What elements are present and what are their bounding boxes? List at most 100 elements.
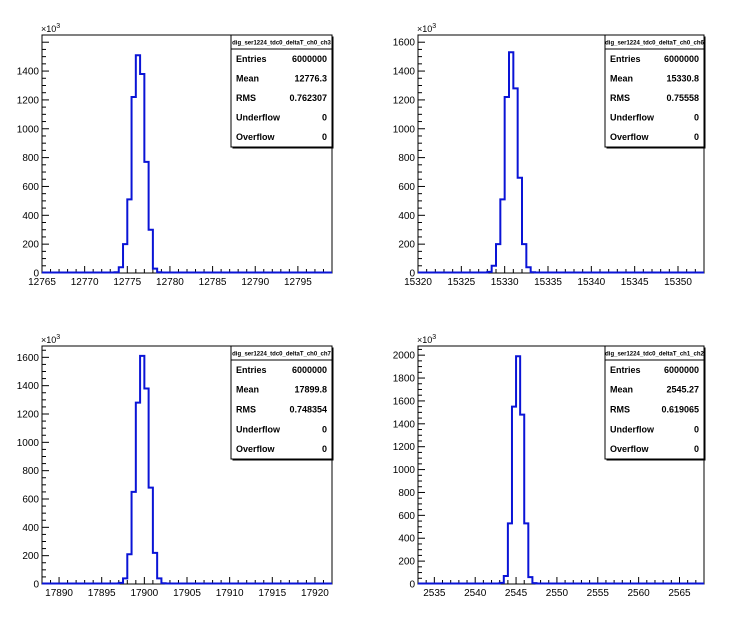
y-tick-label: 400	[22, 211, 39, 222]
y-tick-label: 200	[22, 240, 39, 251]
stats-value-mean: 17899.8	[294, 385, 327, 395]
x-tick-label: 2560	[628, 588, 651, 599]
stats-label-underflow: Underflow	[236, 424, 281, 434]
y-tick-label: 800	[398, 488, 415, 499]
stats-value-entries: 6000000	[664, 54, 699, 64]
stats-box-frame	[604, 345, 705, 460]
stats-value-overflow: 0	[694, 132, 699, 142]
y-tick-label: 400	[398, 534, 415, 545]
y-tick-label: 1200	[17, 410, 40, 421]
histogram-panel-4: 2535 2540 2545 2550 2555 2560 2565 0 200 400 600 80…	[393, 334, 706, 599]
y-tick-label: 0	[33, 580, 39, 591]
stats-value-entries: 6000000	[292, 365, 327, 375]
x-tick-label: 17915	[258, 588, 286, 599]
stats-label-mean: Mean	[236, 385, 259, 395]
x-tick-label: 12765	[28, 277, 56, 288]
stats-value-entries: 6000000	[292, 54, 327, 64]
y-tick-label: 0	[409, 269, 415, 280]
x-tick-label: 17905	[173, 588, 201, 599]
y-tick-label: 1600	[393, 38, 416, 49]
stats-label-rms: RMS	[610, 405, 630, 415]
stats-label-mean: Mean	[236, 73, 259, 83]
stats-label-mean: Mean	[610, 385, 633, 395]
y-tick-label: 1200	[393, 95, 416, 106]
x-tick-label: 12775	[113, 277, 141, 288]
stats-value-entries: 6000000	[664, 365, 699, 375]
x-tick-label: 17895	[88, 588, 116, 599]
stats-value-underflow: 0	[694, 113, 699, 123]
stats-title: dig_ser1224_tdc0_deltaT_ch0_ch7	[232, 352, 331, 358]
x-tick-label: 17910	[216, 588, 244, 599]
y-tick-label: 200	[22, 551, 39, 562]
y-tick-label: 400	[22, 523, 39, 534]
stats-box: dig_ser1224_tdc0_deltaT_ch0_ch6 Entries 60…	[604, 34, 706, 149]
stats-value-mean: 2545.27	[666, 385, 699, 395]
stats-value-underflow: 0	[694, 424, 699, 434]
y-tick-label: 600	[22, 495, 39, 506]
stats-value-rms: 0.75558	[666, 93, 699, 103]
y-tick-label: 0	[409, 580, 415, 591]
x-tick-label: 15325	[447, 277, 475, 288]
stats-value-overflow: 0	[322, 132, 327, 142]
y-tick-label: 400	[398, 211, 415, 222]
x-tick-label: 15340	[577, 277, 605, 288]
histogram-line	[418, 51, 704, 274]
y-tick-label: 800	[22, 466, 39, 477]
y-tick-label: 1800	[393, 374, 416, 385]
stats-box: dig_ser1224_tdc0_deltaT_ch1_ch2 Entries 60…	[604, 345, 706, 461]
stats-value-underflow: 0	[322, 113, 327, 123]
x-tick-label: 12795	[284, 277, 312, 288]
y-tick-label: 0	[33, 269, 39, 280]
x-tick-label: 12790	[241, 277, 269, 288]
stats-title: dig_ser1224_tdc0_deltaT_ch0_ch3	[232, 41, 331, 47]
histogram-line	[418, 355, 704, 585]
x-tick-label: 12785	[199, 277, 227, 288]
x-tick-label: 12780	[156, 277, 184, 288]
y-tick-label: 800	[398, 153, 415, 164]
y-tick-label: 1400	[17, 381, 40, 392]
y-tick-label: 200	[398, 557, 415, 568]
y-tick-label: 1600	[393, 396, 416, 407]
stats-value-overflow: 0	[694, 444, 699, 454]
stats-value-overflow: 0	[322, 444, 327, 454]
y-axis-multiplier: ×103	[417, 23, 436, 34]
x-tick-label: 15350	[664, 277, 692, 288]
y-tick-label: 1400	[393, 67, 416, 78]
stats-value-mean: 12776.3	[294, 73, 327, 83]
y-tick-label: 1000	[17, 124, 40, 135]
x-tick-label: 2555	[587, 588, 610, 599]
x-tick-label: 17920	[301, 588, 329, 599]
x-tick-label: 2545	[505, 588, 528, 599]
stats-label-entries: Entries	[236, 54, 267, 64]
stats-value-rms: 0.762307	[289, 93, 327, 103]
x-tick-label: 2550	[546, 588, 569, 599]
stats-value-rms: 0.748354	[289, 405, 327, 415]
y-tick-label: 800	[22, 153, 39, 164]
y-tick-label: 1200	[393, 442, 416, 453]
stats-box-frame	[230, 345, 333, 460]
stats-title: dig_ser1224_tdc0_deltaT_ch1_ch2	[605, 352, 704, 358]
stats-box: dig_ser1224_tdc0_deltaT_ch0_ch7 Entries 60…	[230, 345, 334, 461]
x-tick-label: 2540	[464, 588, 487, 599]
stats-label-rms: RMS	[236, 405, 256, 415]
y-tick-label: 600	[22, 182, 39, 193]
y-tick-label: 1200	[17, 95, 40, 106]
stats-label-entries: Entries	[610, 54, 641, 64]
y-tick-label: 1400	[17, 67, 40, 78]
stats-label-entries: Entries	[610, 365, 641, 375]
x-tick-label: 17890	[45, 588, 73, 599]
histogram-panel-3: 17890 17895 17900 17905 17910 17915 17920 0 200 4…	[17, 334, 334, 599]
y-tick-label: 1000	[393, 124, 416, 135]
stats-label-underflow: Underflow	[610, 113, 655, 123]
histogram-panel-1: 12765 12770 12775 12780 12785 12790 12795 0 200 4…	[17, 23, 334, 288]
y-tick-label: 600	[398, 182, 415, 193]
y-axis-multiplier: ×103	[41, 23, 60, 34]
y-tick-label: 1400	[393, 419, 416, 430]
stats-label-mean: Mean	[610, 73, 633, 83]
y-axis-multiplier: ×103	[417, 334, 436, 345]
stats-value-underflow: 0	[322, 424, 327, 434]
stats-value-mean: 15330.8	[666, 73, 699, 83]
histogram-line	[42, 54, 332, 274]
x-tick-label: 12770	[71, 277, 99, 288]
y-axis-multiplier: ×103	[41, 334, 60, 345]
